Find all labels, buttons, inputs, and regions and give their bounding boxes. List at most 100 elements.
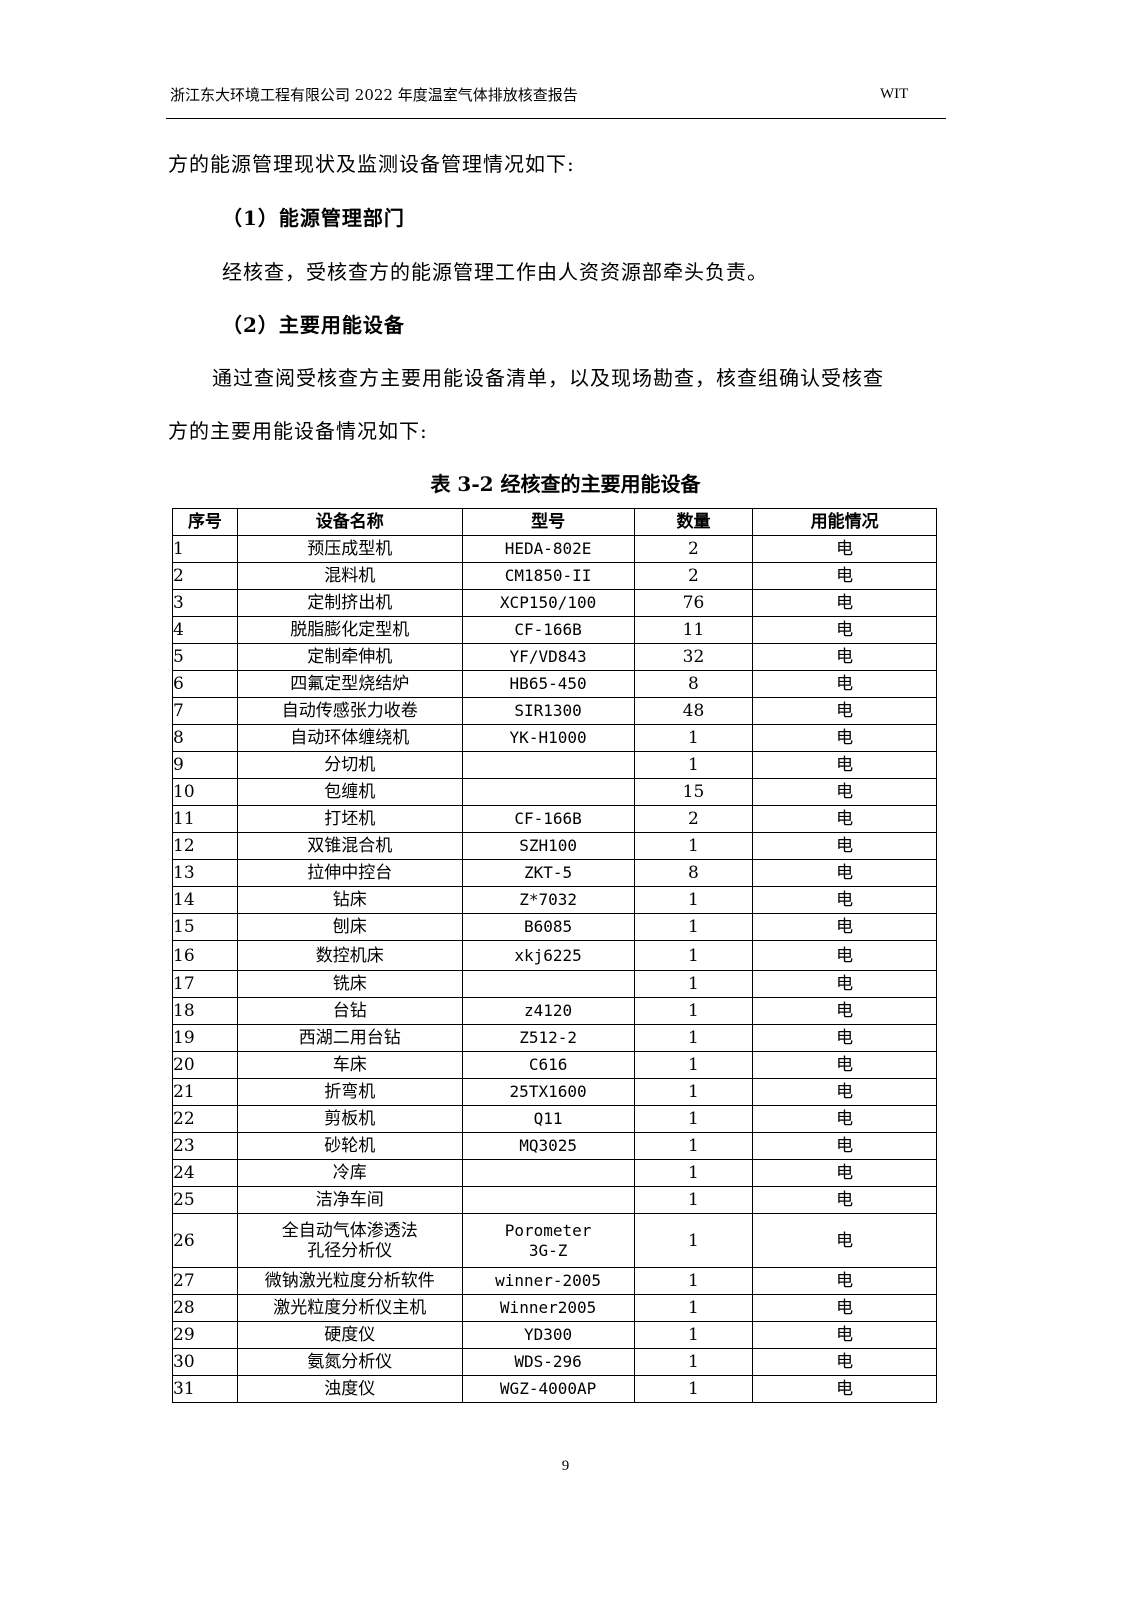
- quantity-cell: 11: [633, 616, 754, 644]
- energy-type-cell: 电: [752, 805, 937, 833]
- equipment-name-cell: 冷库: [236, 1159, 463, 1187]
- table-row: 8 自动环体缠绕机 YK-H1000 1 电: [172, 724, 937, 752]
- model-cell: winner-2005: [461, 1267, 635, 1295]
- energy-type-cell: 电: [752, 643, 937, 671]
- table-row: 23 砂轮机 MQ3025 1 电: [172, 1132, 937, 1160]
- quantity-cell: 1: [633, 1321, 754, 1349]
- energy-type-cell: 电: [752, 1213, 937, 1268]
- model-cell: [461, 1159, 635, 1187]
- row-number-cell: 17: [172, 970, 238, 998]
- row-number-cell: 1: [172, 535, 238, 563]
- energy-type-cell: 电: [752, 886, 937, 914]
- quantity-cell: 1: [633, 1348, 754, 1376]
- equipment-name-cell: 预压成型机: [236, 535, 463, 563]
- row-number-cell: 29: [172, 1321, 238, 1349]
- equipment-name-cell: 车床: [236, 1051, 463, 1079]
- row-number-cell: 25: [172, 1186, 238, 1214]
- quantity-cell: 1: [633, 1132, 754, 1160]
- equipment-name-cell: 全自动气体渗透法孔径分析仪: [236, 1213, 463, 1268]
- model-cell: WGZ-4000AP: [461, 1375, 635, 1403]
- row-number-cell: 6: [172, 670, 238, 698]
- model-cell: YK-H1000: [461, 724, 635, 752]
- table-row: 24 冷库 1 电: [172, 1159, 937, 1187]
- quantity-cell: 1: [633, 724, 754, 752]
- model-cell: ZKT-5: [461, 859, 635, 887]
- quantity-cell: 1: [633, 1051, 754, 1079]
- equipment-name-cell: 微钠激光粒度分析软件: [236, 1267, 463, 1295]
- model-cell: YF/VD843: [461, 643, 635, 671]
- section-heading: （2）主要用能设备: [222, 313, 405, 337]
- table-row: 28 激光粒度分析仪主机 Winner2005 1 电: [172, 1294, 937, 1322]
- equipment-name-cell: 混料机: [236, 562, 463, 590]
- row-number-cell: 23: [172, 1132, 238, 1160]
- quantity-cell: 1: [633, 940, 754, 971]
- model-cell: [461, 970, 635, 998]
- energy-type-cell: 电: [752, 697, 937, 725]
- energy-type-cell: 电: [752, 970, 937, 998]
- running-header-title: 浙江东大环境工程有限公司 2022 年度温室气体排放核查报告: [170, 86, 578, 104]
- paragraph: 方的主要用能设备情况如下:: [168, 419, 428, 443]
- energy-type-cell: 电: [752, 913, 937, 941]
- quantity-cell: 2: [633, 562, 754, 590]
- equipment-name-cell: 四氟定型烧结炉: [236, 670, 463, 698]
- equipment-name-cell: 钻床: [236, 886, 463, 914]
- model-cell: [461, 778, 635, 806]
- row-number-cell: 12: [172, 832, 238, 860]
- energy-type-cell: 电: [752, 1159, 937, 1187]
- energy-type-cell: 电: [752, 535, 937, 563]
- table-row: 21 折弯机 25TX1600 1 电: [172, 1078, 937, 1106]
- quantity-cell: 1: [633, 1267, 754, 1295]
- column-header: 型号: [461, 508, 635, 536]
- paragraph: 经核查，受核查方的能源管理工作由人资资源部牵头负责。: [222, 260, 768, 284]
- equipment-name-cell: 氨氮分析仪: [236, 1348, 463, 1376]
- table-row: 27 微钠激光粒度分析软件 winner-2005 1 电: [172, 1267, 937, 1295]
- model-cell: Q11: [461, 1105, 635, 1133]
- energy-type-cell: 电: [752, 616, 937, 644]
- quantity-cell: 1: [633, 1213, 754, 1268]
- table-row: 16 数控机床 xkj6225 1 电: [172, 940, 937, 971]
- table-row: 7 自动传感张力收卷 SIR1300 48 电: [172, 697, 937, 725]
- table-row: 13 拉伸中控台 ZKT-5 8 电: [172, 859, 937, 887]
- model-cell: CM1850-II: [461, 562, 635, 590]
- table-row: 3 定制挤出机 XCP150/100 76 电: [172, 589, 937, 617]
- paragraph: 方的能源管理现状及监测设备管理情况如下:: [168, 152, 575, 176]
- row-number-cell: 27: [172, 1267, 238, 1295]
- energy-type-cell: 电: [752, 1294, 937, 1322]
- section-heading: （1）能源管理部门: [222, 206, 405, 230]
- table-row: 18 台钻 z4120 1 电: [172, 997, 937, 1025]
- table-row: 12 双锥混合机 SZH100 1 电: [172, 832, 937, 860]
- equipment-name-cell: 剪板机: [236, 1105, 463, 1133]
- quantity-cell: 48: [633, 697, 754, 725]
- row-number-cell: 15: [172, 913, 238, 941]
- equipment-name-cell: 自动传感张力收卷: [236, 697, 463, 725]
- quantity-cell: 1: [633, 1186, 754, 1214]
- equipment-name-cell: 浊度仪: [236, 1375, 463, 1403]
- column-header: 用能情况: [752, 508, 937, 536]
- equipment-name-cell: 包缠机: [236, 778, 463, 806]
- energy-type-cell: 电: [752, 1132, 937, 1160]
- column-header: 设备名称: [236, 508, 463, 536]
- row-number-cell: 7: [172, 697, 238, 725]
- equipment-name-cell: 脱脂膨化定型机: [236, 616, 463, 644]
- equipment-name-cell: 硬度仪: [236, 1321, 463, 1349]
- table-row: 5 定制牵伸机 YF/VD843 32 电: [172, 643, 937, 671]
- row-number-cell: 19: [172, 1024, 238, 1052]
- quantity-cell: 1: [633, 1159, 754, 1187]
- paragraph: 通过查阅受核查方主要用能设备清单，以及现场勘查，核查组确认受核查: [212, 366, 884, 390]
- row-number-cell: 31: [172, 1375, 238, 1403]
- equipment-name-cell: 激光粒度分析仪主机: [236, 1294, 463, 1322]
- row-number-cell: 22: [172, 1105, 238, 1133]
- row-number-cell: 21: [172, 1078, 238, 1106]
- column-header: 序号: [172, 508, 238, 536]
- column-header: 数量: [633, 508, 754, 536]
- model-cell: HEDA-802E: [461, 535, 635, 563]
- equipment-name-cell: 定制牵伸机: [236, 643, 463, 671]
- row-number-cell: 4: [172, 616, 238, 644]
- quantity-cell: 32: [633, 643, 754, 671]
- energy-type-cell: 电: [752, 1051, 937, 1079]
- table-row: 14 钻床 Z*7032 1 电: [172, 886, 937, 914]
- row-number-cell: 8: [172, 724, 238, 752]
- equipment-name-cell: 砂轮机: [236, 1132, 463, 1160]
- quantity-cell: 1: [633, 970, 754, 998]
